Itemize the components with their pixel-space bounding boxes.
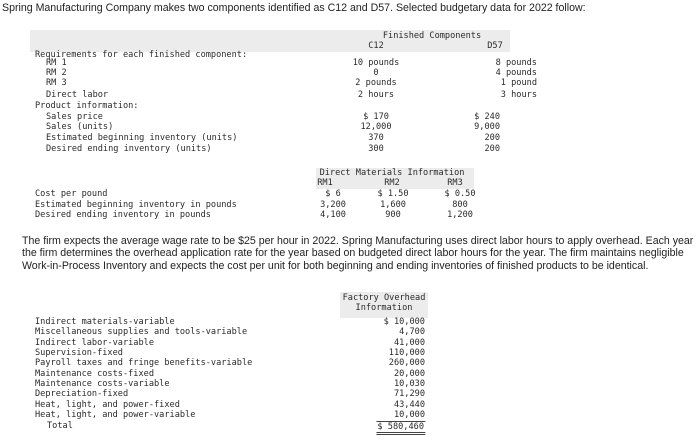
section-heading: Requirements for each finished component… (35, 50, 248, 60)
header-band (30, 30, 510, 52)
cell-value: 200 (484, 133, 500, 143)
row-label: Payroll taxes and fringe benefits-variab… (35, 358, 253, 369)
cell-value: 20,000 (393, 368, 425, 379)
row-label: Depreciation-fixed (35, 389, 129, 400)
cell-value: $ 1.50 (377, 189, 409, 199)
paragraph: The firm expects the average wage rate t… (22, 235, 694, 272)
column-header: RM1 (317, 178, 333, 188)
cell-value: 300 (368, 144, 384, 154)
total-value: $ 580,460 (376, 420, 425, 435)
row-label: Estimated beginning inventory in pounds (35, 200, 237, 210)
cell-value: $ 10,000 (383, 317, 425, 327)
intro: Spring Manufacturing Company makes two c… (2, 2, 586, 14)
cell-value: 12,000 (360, 122, 392, 132)
cell-value: 1,600 (380, 200, 406, 210)
cell-value: 10,000 (393, 410, 425, 421)
header-band (316, 168, 474, 189)
cell-value: 900 (385, 210, 401, 220)
row-label: Maintenance costs-variable (35, 379, 170, 390)
section-heading: Product information: (35, 101, 139, 111)
cell-value: $ 0.50 (444, 189, 476, 199)
cell-value: 260,000 (388, 358, 425, 369)
cell-value: 3,200 (320, 200, 346, 210)
cell-value: 4 pounds (495, 68, 537, 78)
row-label: Desired ending inventory (units) (46, 144, 212, 154)
cell-value: $ 240 (474, 112, 500, 122)
row-label: Estimated beginning inventory (units) (46, 133, 238, 143)
cell-value: 4,700 (399, 327, 425, 338)
row-label: Heat, light, and power-fixed (35, 399, 180, 410)
cell-value: 110,000 (388, 348, 425, 359)
column-header: RM3 (447, 178, 463, 188)
cell-value: 43,440 (393, 399, 425, 410)
row-label: RM 1 (46, 58, 67, 68)
cell-value: 71,290 (393, 389, 425, 400)
row-label: Supervision-fixed (35, 348, 123, 359)
row-label: Total (47, 420, 73, 431)
row-label: Indirect materials-variable (35, 317, 175, 327)
cell-value: 200 (484, 144, 500, 154)
cell-value: $ 6 (325, 189, 341, 199)
row-label: Direct labor (46, 90, 109, 100)
table-title: Direct Materials Information (319, 168, 465, 178)
cell-value: 8 pounds (495, 58, 537, 68)
cell-value: 41,000 (393, 337, 425, 348)
cell-value: 10 pounds (352, 58, 400, 68)
row-label: Maintenance costs-fixed (35, 368, 154, 379)
cell-value: 1,200 (447, 210, 473, 220)
cell-value: 800 (452, 200, 468, 210)
cell-value: 1 pound (500, 78, 537, 88)
column-header: RM2 (384, 178, 400, 188)
row-label: Indirect labor-variable (35, 337, 154, 348)
cell-value: 0 (373, 68, 379, 78)
column-header: D57 (487, 41, 503, 51)
row-label: Miscellaneous supplies and tools-variabl… (35, 327, 248, 338)
row-label: Cost per pound (35, 189, 108, 199)
column-header: C12 (368, 41, 384, 51)
table-title: Finished Components (382, 31, 482, 41)
cell-value: 2 pounds (355, 78, 397, 88)
cell-value: 4,100 (320, 210, 346, 220)
cell-value: 9,000 (474, 122, 500, 132)
row-label: Sales price (46, 112, 103, 122)
row-label: Sales (units) (46, 122, 114, 132)
header-band (340, 292, 428, 318)
cell-value: $ 170 (363, 112, 389, 122)
row-label: Heat, light, and power-variable (35, 410, 196, 421)
cell-value: 3 hours (500, 90, 537, 100)
row-label: RM 3 (46, 78, 67, 88)
overhead-title: Factory Overhead Information (342, 293, 426, 313)
cell-value: 2 hours (357, 90, 395, 100)
cell-value: 10,030 (393, 379, 425, 390)
row-label: RM 2 (46, 68, 67, 78)
row-label: Desired ending inventory in pounds (35, 210, 211, 220)
cell-value: 370 (368, 133, 384, 143)
